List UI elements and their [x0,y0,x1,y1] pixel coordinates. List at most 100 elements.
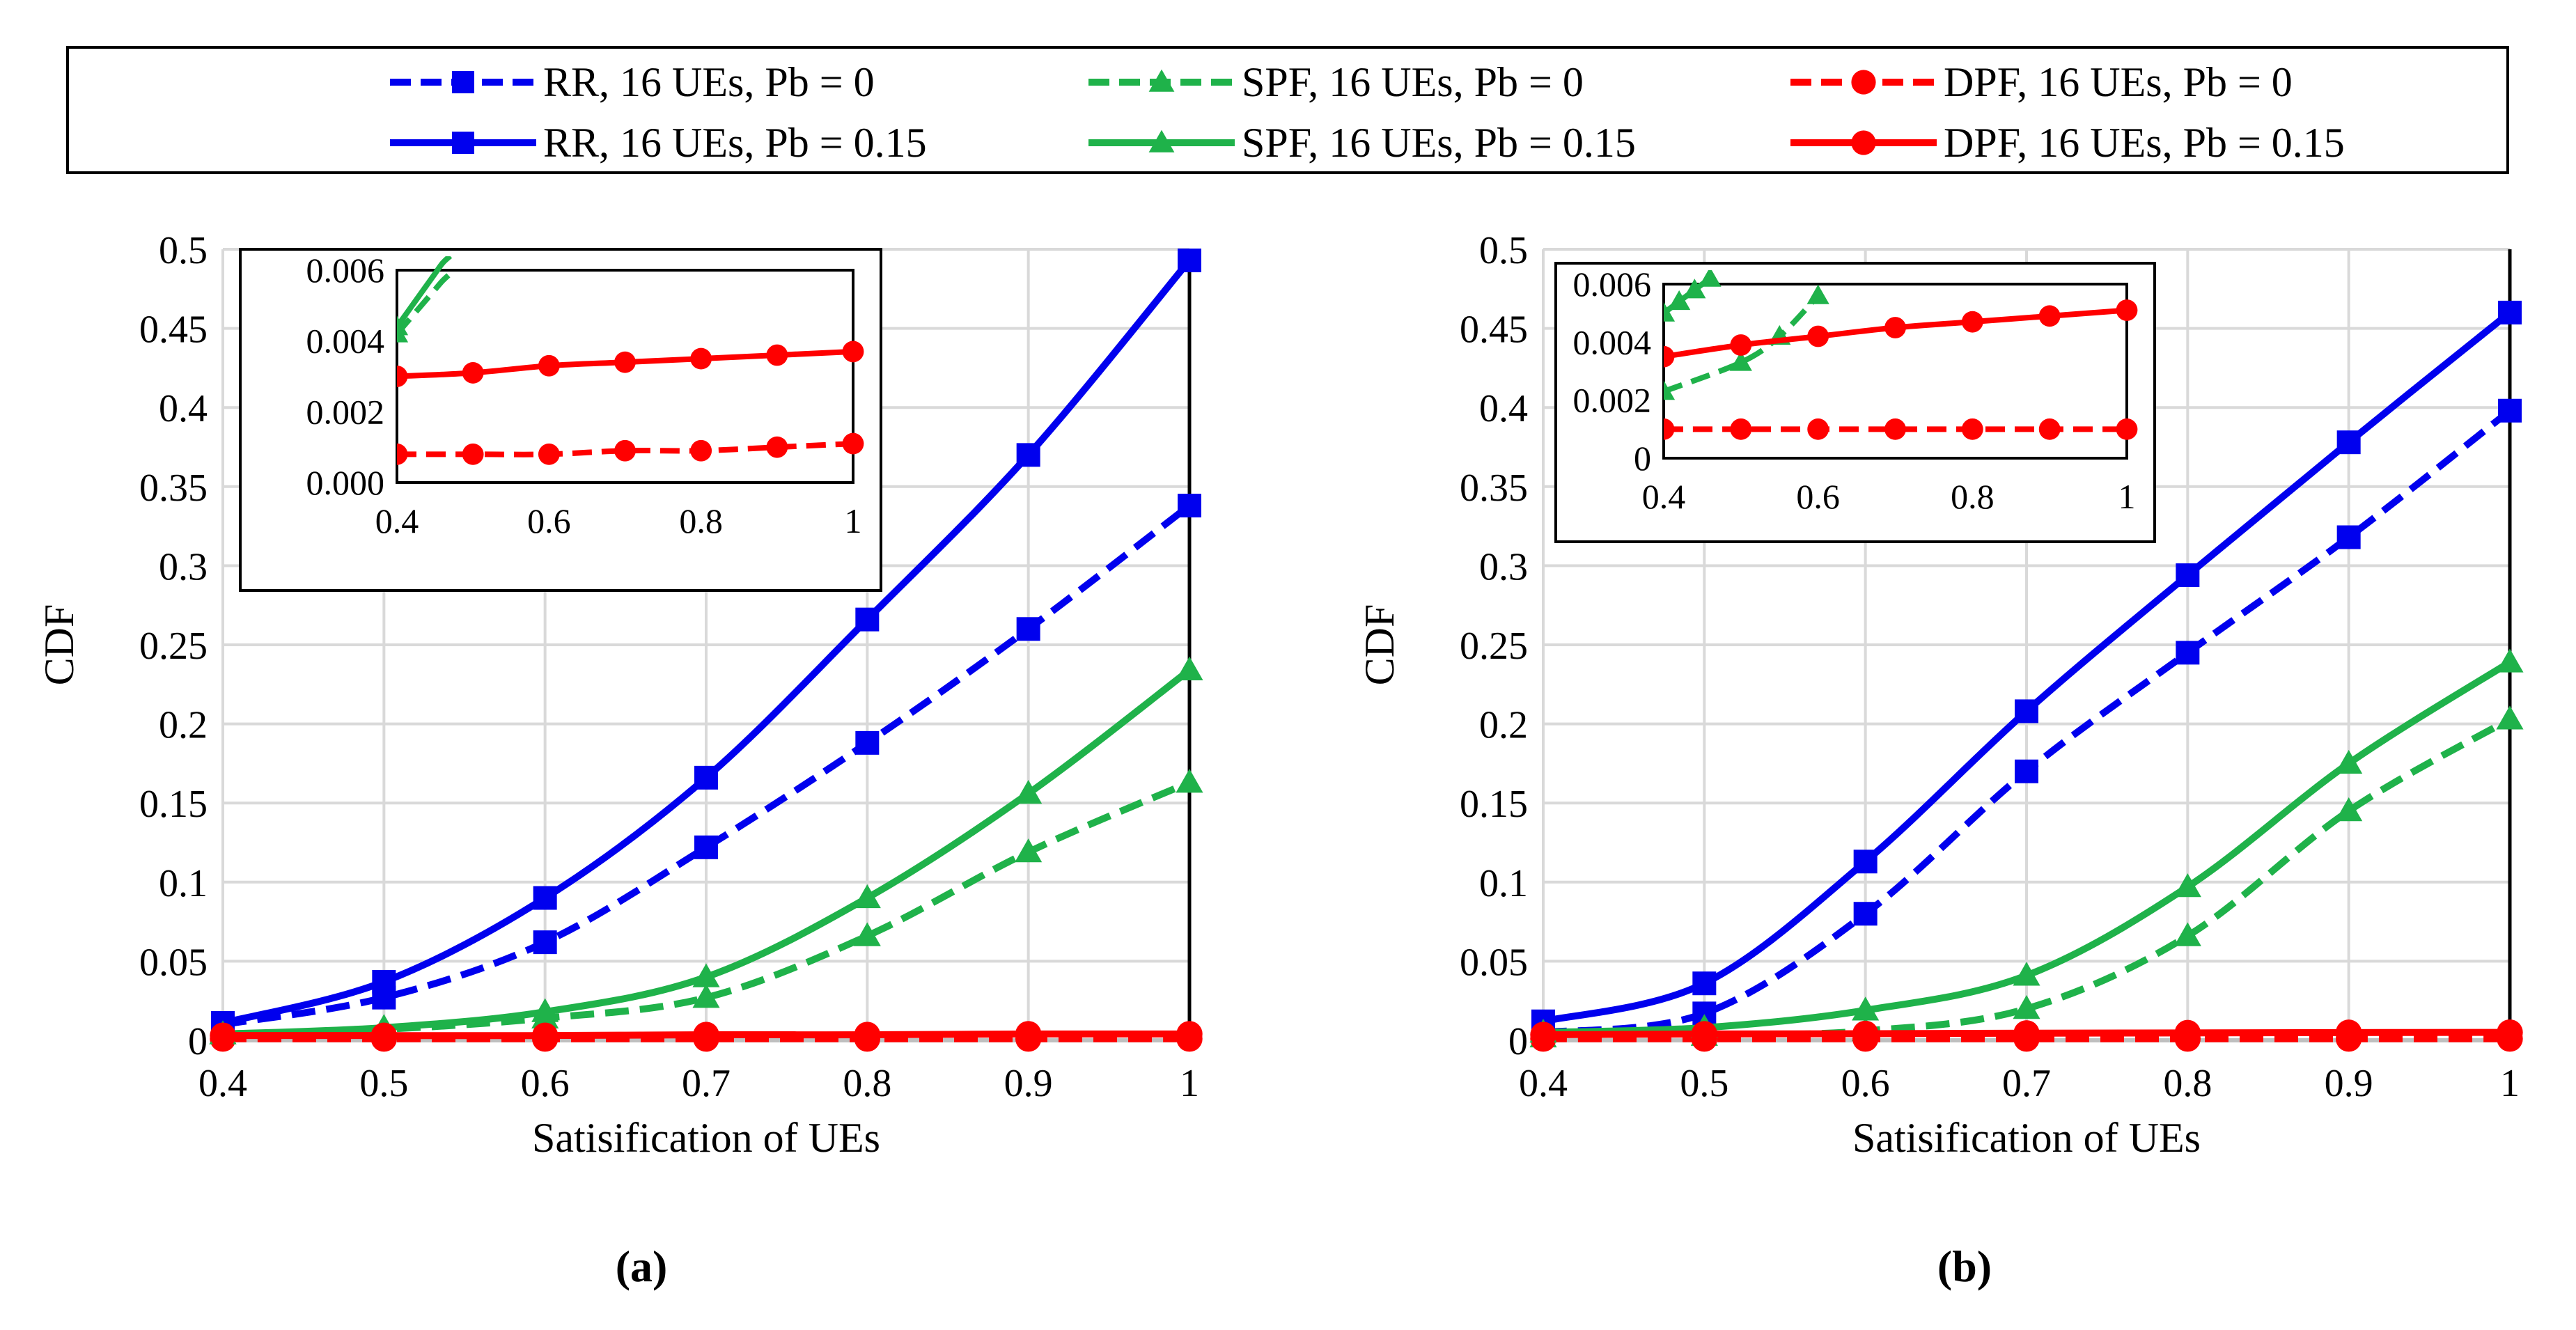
y-tick-label: 0.2 [1479,704,1528,747]
inset-data-point [1730,418,1752,440]
y-tick-label: 0.45 [139,308,208,352]
inset-y-tick-label: 0.004 [1573,322,1652,361]
data-point [694,765,718,790]
data-point [2497,1019,2523,1046]
inset-data-point [2038,305,2061,327]
inset-data-point [2116,418,2138,440]
inset-series-spf-16-ues-pb-0 [397,272,453,343]
data-point [2498,398,2522,423]
data-point [370,1022,398,1049]
y-tick-label: 0.05 [1460,941,1528,984]
inset-x-tick-label: 0.4 [1642,477,1686,516]
y-tick-label: 0.2 [159,704,208,747]
y-tick-label: 0.25 [1460,625,1528,668]
y-tick-label: 0.15 [1460,783,1528,826]
legend-label-dpf-16-ues-pb-0: DPF, 16 UEs, Pb = 0 [1944,59,2293,105]
data-point [1015,838,1043,863]
legend-marker-dpf-16-ues-pb-0 [1851,70,1876,95]
inset-data-point [842,432,864,455]
inset-data-point [1664,418,1675,440]
data-point [2013,1020,2040,1047]
legend-label-rr-16-ues-pb-0: RR, 16 UEs, Pb = 0 [543,59,875,105]
x-tick-label: 0.4 [198,1062,247,1105]
inset-data-point [1664,380,1676,400]
data-point [1692,971,1717,996]
y-tick-label: 0 [1508,1020,1528,1063]
x-tick-label: 0.5 [359,1062,408,1105]
data-point [693,1022,719,1048]
data-point [210,1022,236,1049]
y-tick-label: 0.45 [1460,308,1528,352]
inset-data-point [1884,317,1906,338]
panel-a: 0.4 0.5 0.6 0.7 0.8 0.9 1 0 0.05 0.1 0.15 0.2 0.25 0.… [36,229,1203,1161]
inset-data-point [1699,270,1722,287]
x-tick-label: 0.4 [1519,1062,1568,1105]
data-point [2335,749,2363,774]
inset-data-point [690,439,712,462]
inset-data-point [1730,334,1752,356]
data-point [1176,769,1203,793]
inset-data-point [1683,279,1706,299]
inset-data-point [614,439,636,462]
inset-data-point [1961,418,1983,440]
inset-series-line-spf-16-ues-pb-0-15 [397,256,453,329]
x-tick-label: 0.7 [682,1062,731,1105]
inset-y-tick-label: 0 [1634,439,1651,478]
data-point [855,607,880,632]
data-point [372,969,396,994]
data-point [2015,699,2038,723]
inset-y-tick-label: 0.002 [306,392,385,431]
y-tick-label: 0.35 [1460,467,1528,510]
inset-series-dpf-16-ues-pb-0-15 [1664,299,2138,368]
data-point [1852,1020,1879,1047]
data-point [1852,996,1880,1021]
inset-data-point [614,351,636,373]
inset-data-point [462,362,484,384]
legend-item-dpf-16-ues-pb-0: DPF, 16 UEs, Pb = 0 [1790,59,2293,105]
x-tick-label: 0.6 [521,1062,570,1105]
series-rr-16-ues-pb-0-15 [1531,300,2522,1033]
x-tick-label: 0.8 [2163,1062,2212,1105]
inset-y-tick-label: 0.000 [306,463,385,502]
panel-label-b: (b) [1937,1242,1992,1291]
inset-x-tick-label: 0.6 [1796,477,1840,516]
data-point [1178,494,1201,518]
legend-marker-spf-16-ues-pb-0-15 [1148,130,1175,152]
inset-y-tick-label: 0.006 [1573,265,1652,304]
data-point [531,1022,559,1049]
legend-item-rr-16-ues-pb-0-15: RR, 16 UEs, Pb = 0.15 [390,120,927,166]
legend-marker-spf-16-ues-pb-0 [1148,69,1175,92]
x-tick-label: 0.9 [2325,1062,2373,1105]
y-tick-label: 0.3 [1479,545,1528,588]
x-axis-title: Satisification of UEs [532,1115,880,1161]
inset-data-point [397,366,408,387]
data-point [855,730,880,755]
y-tick-label: 0.5 [159,229,208,272]
inset-data-point [397,443,408,465]
y-tick-label: 0.5 [1479,229,1528,272]
inset-data-point [1668,290,1691,311]
inset-x-tick-label: 1 [845,501,862,540]
x-tick-label: 0.7 [2002,1062,2051,1105]
y-axis-title: CDF [36,604,82,686]
y-tick-label: 0.3 [159,545,208,588]
inset-plot-area [1662,283,2128,460]
inset-data-point [397,322,409,343]
legend: RR, 16 UEs, Pb = 0 SPF, 16 UEs, Pb = 0 DPF… [66,46,2509,174]
legend-label-rr-16-ues-pb-0-15: RR, 16 UEs, Pb = 0.15 [543,120,927,166]
data-point [2336,525,2361,549]
x-tick-label: 0.8 [843,1062,891,1105]
series-group [209,248,1203,1052]
x-tick-label: 0.9 [1004,1062,1053,1105]
y-tick-label: 0.05 [139,941,208,984]
data-point [1691,1021,1718,1047]
data-point [2498,300,2522,324]
inset-chart: 0.4 0.6 0.8 1 0 0.002 0.004 0.006 [1554,262,2156,543]
inset-y-tick-label: 0.004 [306,322,385,361]
series-group [1529,300,2524,1052]
inset-data-point [1664,345,1675,368]
data-point [2335,797,2363,822]
inset-data-point [397,315,409,336]
legend-item-spf-16-ues-pb-0-15: SPF, 16 UEs, Pb = 0.15 [1088,120,1636,166]
